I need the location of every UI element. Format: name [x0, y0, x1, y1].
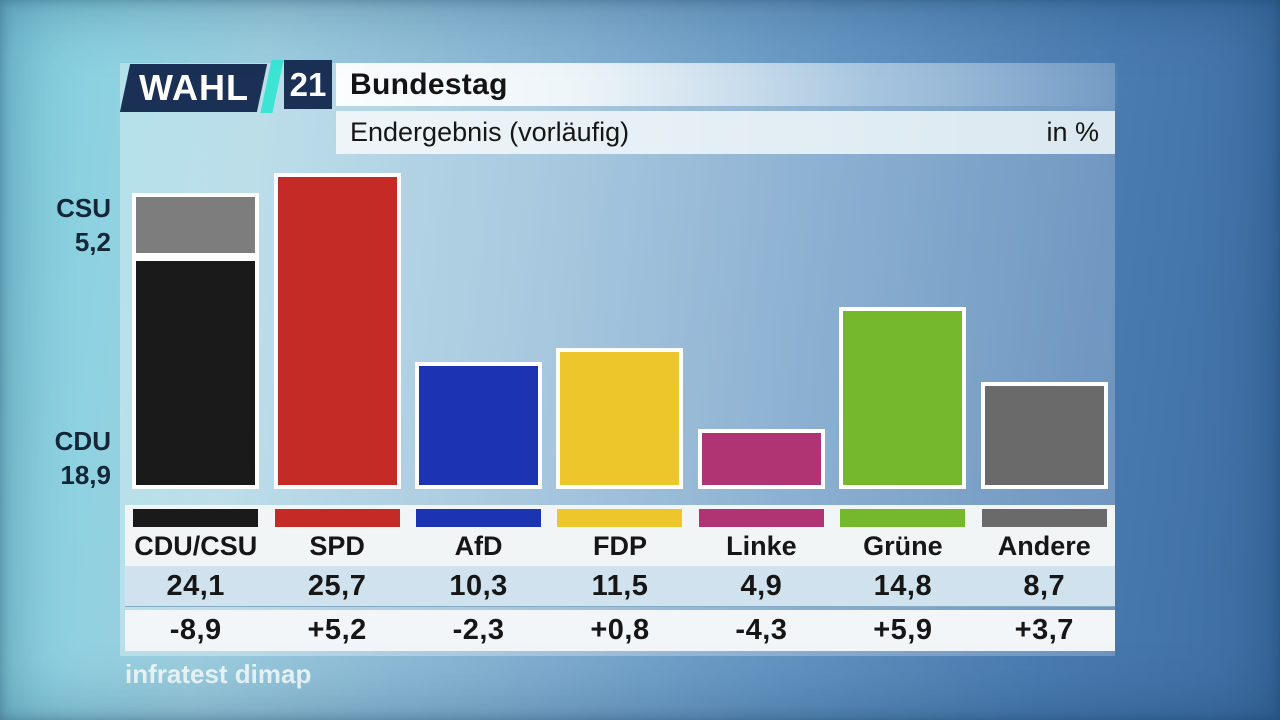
party-name: FDP: [592, 531, 647, 561]
party-change: +5,9: [873, 614, 933, 646]
party-name: Linke: [726, 531, 797, 561]
title-band: Bundestag: [336, 63, 1118, 106]
subtitle-band: Endergebnis (vorläufig) in %: [336, 111, 1115, 154]
bar-column-fdp: [556, 347, 684, 489]
party-change: -2,3: [452, 614, 505, 646]
party-change: -8,9: [169, 614, 222, 646]
bar-column-afd: [415, 362, 543, 489]
legend-swatch-afd: [416, 509, 542, 527]
unit-label: in %: [1046, 117, 1099, 147]
bar-linke: [697, 428, 825, 489]
bar-column-andere: [980, 382, 1108, 489]
bar-spd: [273, 172, 401, 489]
party-change: -4,3: [735, 614, 788, 646]
legend-swatch-spd: [274, 509, 400, 527]
legend-item-gr-ne: Grüne: [832, 505, 973, 566]
csu-annotation-value: 5,2: [74, 227, 111, 257]
csu-annotation: CSU 5,2: [36, 191, 111, 259]
bar-column-gr-ne: [839, 306, 967, 489]
party-name: AfD: [454, 531, 503, 561]
cdu-annotation-value: 18,9: [60, 460, 111, 490]
bar-column-linke: [697, 428, 825, 489]
party-change: +3,7: [1014, 614, 1074, 646]
party-value: 4,9: [740, 569, 783, 602]
party-value: 14,8: [873, 569, 933, 602]
page-title: Bundestag: [350, 67, 508, 101]
bar-chart: [125, 0, 1115, 489]
legend-swatch-andere: [981, 509, 1107, 527]
party-value: 10,3: [449, 569, 508, 602]
legend-swatch-linke: [698, 509, 824, 527]
csu-annotation-label: CSU: [56, 193, 111, 223]
party-name: Andere: [997, 531, 1091, 561]
bar-column-spd: [273, 172, 401, 489]
bar-segment-cdu: [132, 256, 260, 489]
legend-swatch-gr-ne: [840, 509, 966, 527]
legend-swatch-fdp: [557, 509, 683, 527]
bar-cdu-csu: [132, 192, 260, 489]
party-value: 24,1: [166, 569, 225, 602]
bar-gr-ne: [839, 306, 967, 489]
cdu-annotation: CDU 18,9: [36, 424, 111, 492]
party-value: 8,7: [1023, 569, 1066, 602]
party-name: SPD: [309, 531, 365, 561]
legend-band: CDU/CSU SPD AfD FDP Linke Grüne Andere: [125, 505, 1115, 566]
party-change: +0,8: [590, 614, 650, 646]
legend-item-cdu-csu: CDU/CSU: [125, 505, 266, 566]
bar-fdp: [556, 347, 684, 489]
logo-year-box: 21: [284, 60, 332, 109]
source-label: infratest dimap: [125, 659, 312, 689]
values-band: 24,1 25,7 10,3 11,5 4,9 14,8 8,7: [125, 566, 1115, 607]
cdu-annotation-label: CDU: [54, 426, 111, 456]
bar-column-cdu-csu: [132, 192, 260, 489]
legend-item-fdp: FDP: [549, 505, 690, 566]
bar-andere: [980, 382, 1108, 489]
legend-item-andere: Andere: [974, 505, 1115, 566]
party-name: CDU/CSU: [134, 531, 258, 561]
party-value: 11,5: [591, 569, 649, 602]
bar-afd: [415, 362, 543, 489]
bar-segment-csu: [132, 192, 260, 257]
changes-band: -8,9 +5,2 -2,3 +0,8 -4,3 +5,9 +3,7: [125, 610, 1115, 651]
party-value: 25,7: [307, 569, 367, 602]
logo-year-text: 21: [289, 65, 327, 103]
party-change: +5,2: [307, 614, 367, 646]
legend-item-linke: Linke: [691, 505, 832, 566]
party-name: Grüne: [863, 531, 943, 561]
legend-swatch-cdu-csu: [133, 509, 259, 527]
legend-item-afd: AfD: [408, 505, 549, 566]
subtitle: Endergebnis (vorläufig): [350, 117, 630, 147]
legend-item-spd: SPD: [266, 505, 407, 566]
